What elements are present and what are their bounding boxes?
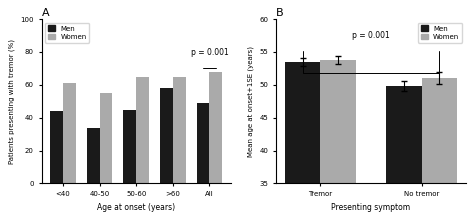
X-axis label: Age at onset (years): Age at onset (years)	[97, 203, 175, 212]
Text: p = 0.001: p = 0.001	[352, 31, 390, 40]
Bar	[421, 78, 457, 220]
Text: B: B	[276, 8, 284, 18]
Bar	[320, 60, 356, 220]
Bar	[197, 103, 210, 183]
Bar	[63, 83, 76, 183]
Bar	[87, 128, 100, 183]
Bar	[386, 86, 421, 220]
Text: p = 0.001: p = 0.001	[191, 48, 228, 57]
X-axis label: Presenting symptom: Presenting symptom	[331, 203, 410, 212]
Text: A: A	[42, 8, 49, 18]
Bar	[285, 62, 320, 220]
Bar	[210, 72, 222, 183]
Bar	[100, 93, 112, 183]
Y-axis label: Mean age at onset+1SE (years): Mean age at onset+1SE (years)	[247, 46, 254, 157]
Bar	[160, 88, 173, 183]
Bar	[123, 110, 136, 183]
Legend: Men, Women: Men, Women	[418, 23, 462, 43]
Legend: Men, Women: Men, Women	[45, 23, 89, 43]
Bar	[50, 111, 63, 183]
Bar	[136, 77, 149, 183]
Bar	[173, 77, 186, 183]
Y-axis label: Patients presenting with tremor (%): Patients presenting with tremor (%)	[9, 39, 15, 164]
